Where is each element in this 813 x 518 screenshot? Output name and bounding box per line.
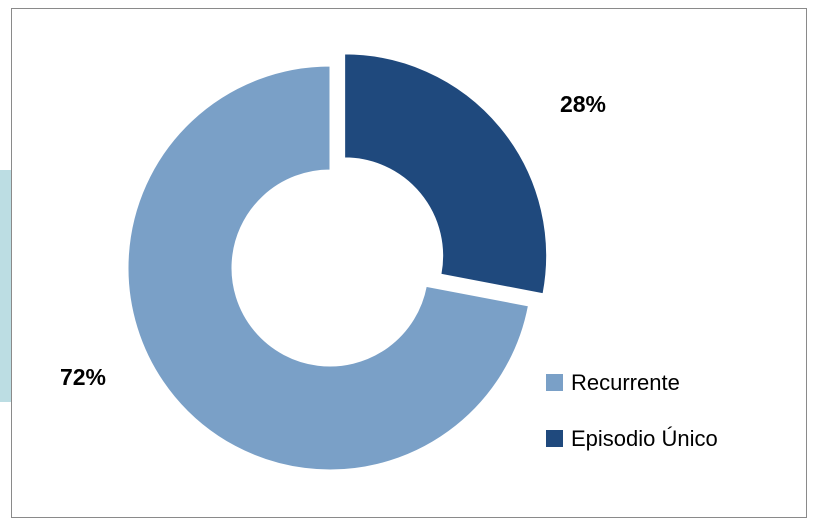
side-accent-strip [0, 170, 12, 402]
legend-swatch-recurrente [546, 374, 563, 391]
legend-label-recurrente: Recurrente [571, 370, 680, 395]
data-label-episodio-unico: 28% [560, 91, 606, 117]
legend-label-episodio-unico: Episodio Único [571, 426, 718, 451]
legend-swatch-episodio-unico [546, 430, 563, 447]
slice-episodio-unico [344, 53, 548, 295]
data-labels-group: 72% 28% [60, 91, 606, 390]
slice-recurrente [127, 65, 530, 471]
slices-group [127, 53, 548, 471]
data-label-recurrente: 72% [60, 364, 106, 390]
legend: Recurrente Episodio Único [546, 370, 718, 451]
